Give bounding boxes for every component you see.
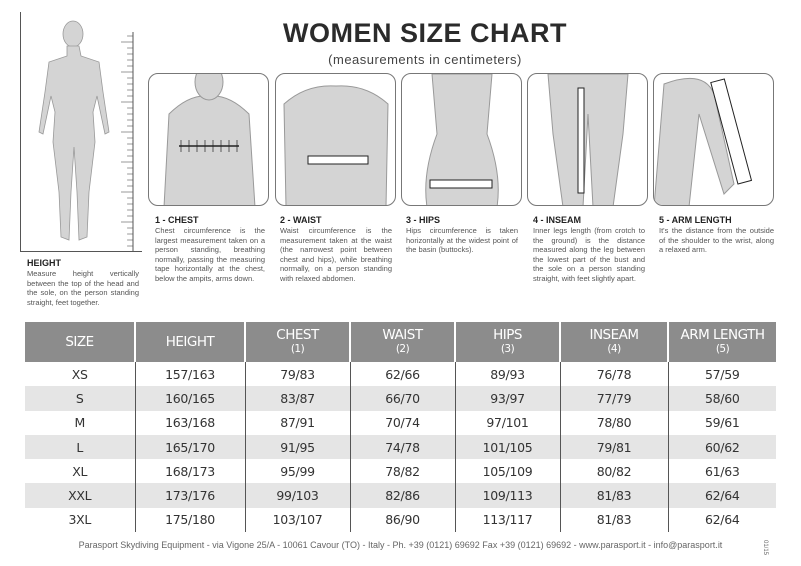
table-cell: 62/66: [349, 362, 455, 387]
header-label: INSEAM: [589, 327, 639, 343]
table-cell: 83/87: [244, 386, 350, 411]
table-cell: XXL: [25, 483, 135, 508]
header-ref: (5): [715, 343, 730, 355]
caption-chest: 1 - CHEST Chest circumference is the larg…: [155, 215, 265, 283]
column-header: ARM LENGTH (5): [667, 322, 776, 362]
table-row: S 160/165 83/87 66/70 93/97 77/79 58/60: [25, 386, 776, 411]
column-header: CHEST (1): [244, 322, 350, 362]
footer-contact: Parasport Skydiving Equipment - via Vigo…: [78, 540, 723, 550]
table-cell: 3XL: [68, 512, 92, 528]
table-cell: 79/81: [559, 434, 668, 460]
table-row: 3XL 175/180 103/107 86/90 113/117 81/83 62/64: [25, 507, 776, 533]
header-label: HEIGHT: [165, 334, 215, 350]
table-cell: 80/82: [559, 459, 668, 484]
table-cell: 77/79: [559, 386, 668, 411]
column-header: HIPS (3): [454, 322, 560, 362]
header-label: ARM LENGTH: [680, 327, 765, 343]
column-header: WAIST (2): [349, 322, 455, 362]
column-header: SIZE: [25, 322, 135, 362]
table-cell: 175/180: [134, 507, 245, 533]
table-cell: 79/83: [244, 362, 350, 387]
table-cell: 109/113: [454, 483, 560, 508]
table-cell: 86/90: [349, 507, 455, 533]
table-cell: 78/82: [349, 459, 455, 484]
column-header: INSEAM (4): [559, 322, 668, 362]
table-cell: 97/101: [454, 410, 560, 435]
table-cell: 157/163: [134, 362, 245, 387]
table-cell: 163/168: [134, 410, 245, 435]
table-cell: 76/78: [559, 362, 668, 387]
table-cell: 78/80: [559, 410, 668, 435]
table-cell: 81/83: [559, 507, 668, 533]
header-ref: (1): [290, 343, 305, 355]
table-cell: 101/105: [454, 434, 560, 460]
page-title: WOMEN SIZE CHART: [283, 18, 567, 48]
caption-inseam: 4 - INSEAM Inner legs length (from crotch…: [533, 215, 645, 283]
table-row: L 165/170 91/95 74/78 101/105 79/81 60/62: [25, 434, 776, 460]
table-cell: 93/97: [454, 386, 560, 411]
table-cell: 113/117: [454, 507, 560, 533]
inseam-illustration: [527, 73, 648, 206]
table-cell: 74/78: [349, 434, 455, 460]
chest-illustration: [148, 73, 269, 206]
caption-waist: 2 - WAIST Waist circumference is the meas…: [280, 215, 392, 283]
table-row: XS 157/163 79/83 62/66 89/93 76/78 57/59: [25, 362, 776, 387]
table-cell: 168/173: [134, 459, 245, 484]
table-cell: 59/61: [667, 410, 776, 435]
arm-length-illustration: [653, 73, 774, 206]
header-label: CHEST: [276, 327, 319, 343]
caption-hips: 3 - HIPS Hips circumference is taken hori…: [406, 215, 518, 254]
table-cell: XS: [71, 366, 88, 382]
table-cell: 62/64: [667, 507, 776, 533]
table-cell: M: [74, 415, 86, 431]
table-cell: 95/99: [244, 459, 350, 484]
table-cell: 81/83: [559, 483, 668, 508]
table-cell: 173/176: [134, 483, 245, 508]
table-cell: 89/93: [454, 362, 560, 387]
table-cell: 58/60: [667, 386, 776, 411]
table-cell: 87/91: [244, 410, 350, 435]
table-cell: 66/70: [349, 386, 455, 411]
header-ref: (4): [607, 343, 621, 355]
table-cell: 105/109: [454, 459, 560, 484]
table-cell: 60/62: [667, 434, 776, 460]
table-cell: 57/59: [667, 362, 776, 387]
header-label: WAIST: [382, 327, 423, 343]
header-ref: (2): [395, 343, 410, 355]
table-cell: 70/74: [349, 410, 455, 435]
hips-illustration: [401, 73, 522, 206]
size-table: SIZE HEIGHT CHEST (1) WAIST (2) HIPS (3) INSEAM(…: [25, 322, 776, 533]
table-cell: S: [25, 386, 135, 411]
table-cell: 160/165: [134, 386, 245, 411]
waist-illustration: [275, 73, 396, 206]
table-cell: 165/170: [134, 434, 245, 460]
table-row: XXL 173/176 99/103 82/86 109/113 81/83 62/64: [25, 483, 776, 508]
table-row: M 163/168 87/91 70/74 97/101 78/80 59/61: [25, 410, 776, 435]
table-cell: XL: [72, 463, 88, 479]
table-cell: 91/95: [244, 434, 350, 460]
table-cell: 61/63: [667, 459, 776, 484]
table-cell: 99/103: [244, 483, 350, 508]
page-subtitle: (measurements in centimeters): [328, 52, 522, 67]
document-code: 01/15: [762, 540, 768, 556]
table-cell: 82/86: [349, 483, 455, 508]
header-label: HIPS: [493, 327, 522, 343]
header-ref: (3): [500, 343, 515, 355]
table-cell: L: [25, 434, 135, 460]
column-header: HEIGHT: [134, 322, 245, 362]
caption-arm-length: 5 - ARM LENGTH It's the distance from the…: [659, 215, 774, 254]
height-figure: [20, 12, 142, 252]
caption-height: HEIGHT Measure height vertically between …: [27, 258, 139, 307]
header-label: SIZE: [65, 334, 94, 350]
table-cell: 62/64: [667, 483, 776, 508]
table-row: XL 168/173 95/99 78/82 105/109 80/82 61/63: [25, 459, 776, 484]
table-cell: 103/107: [244, 507, 350, 533]
